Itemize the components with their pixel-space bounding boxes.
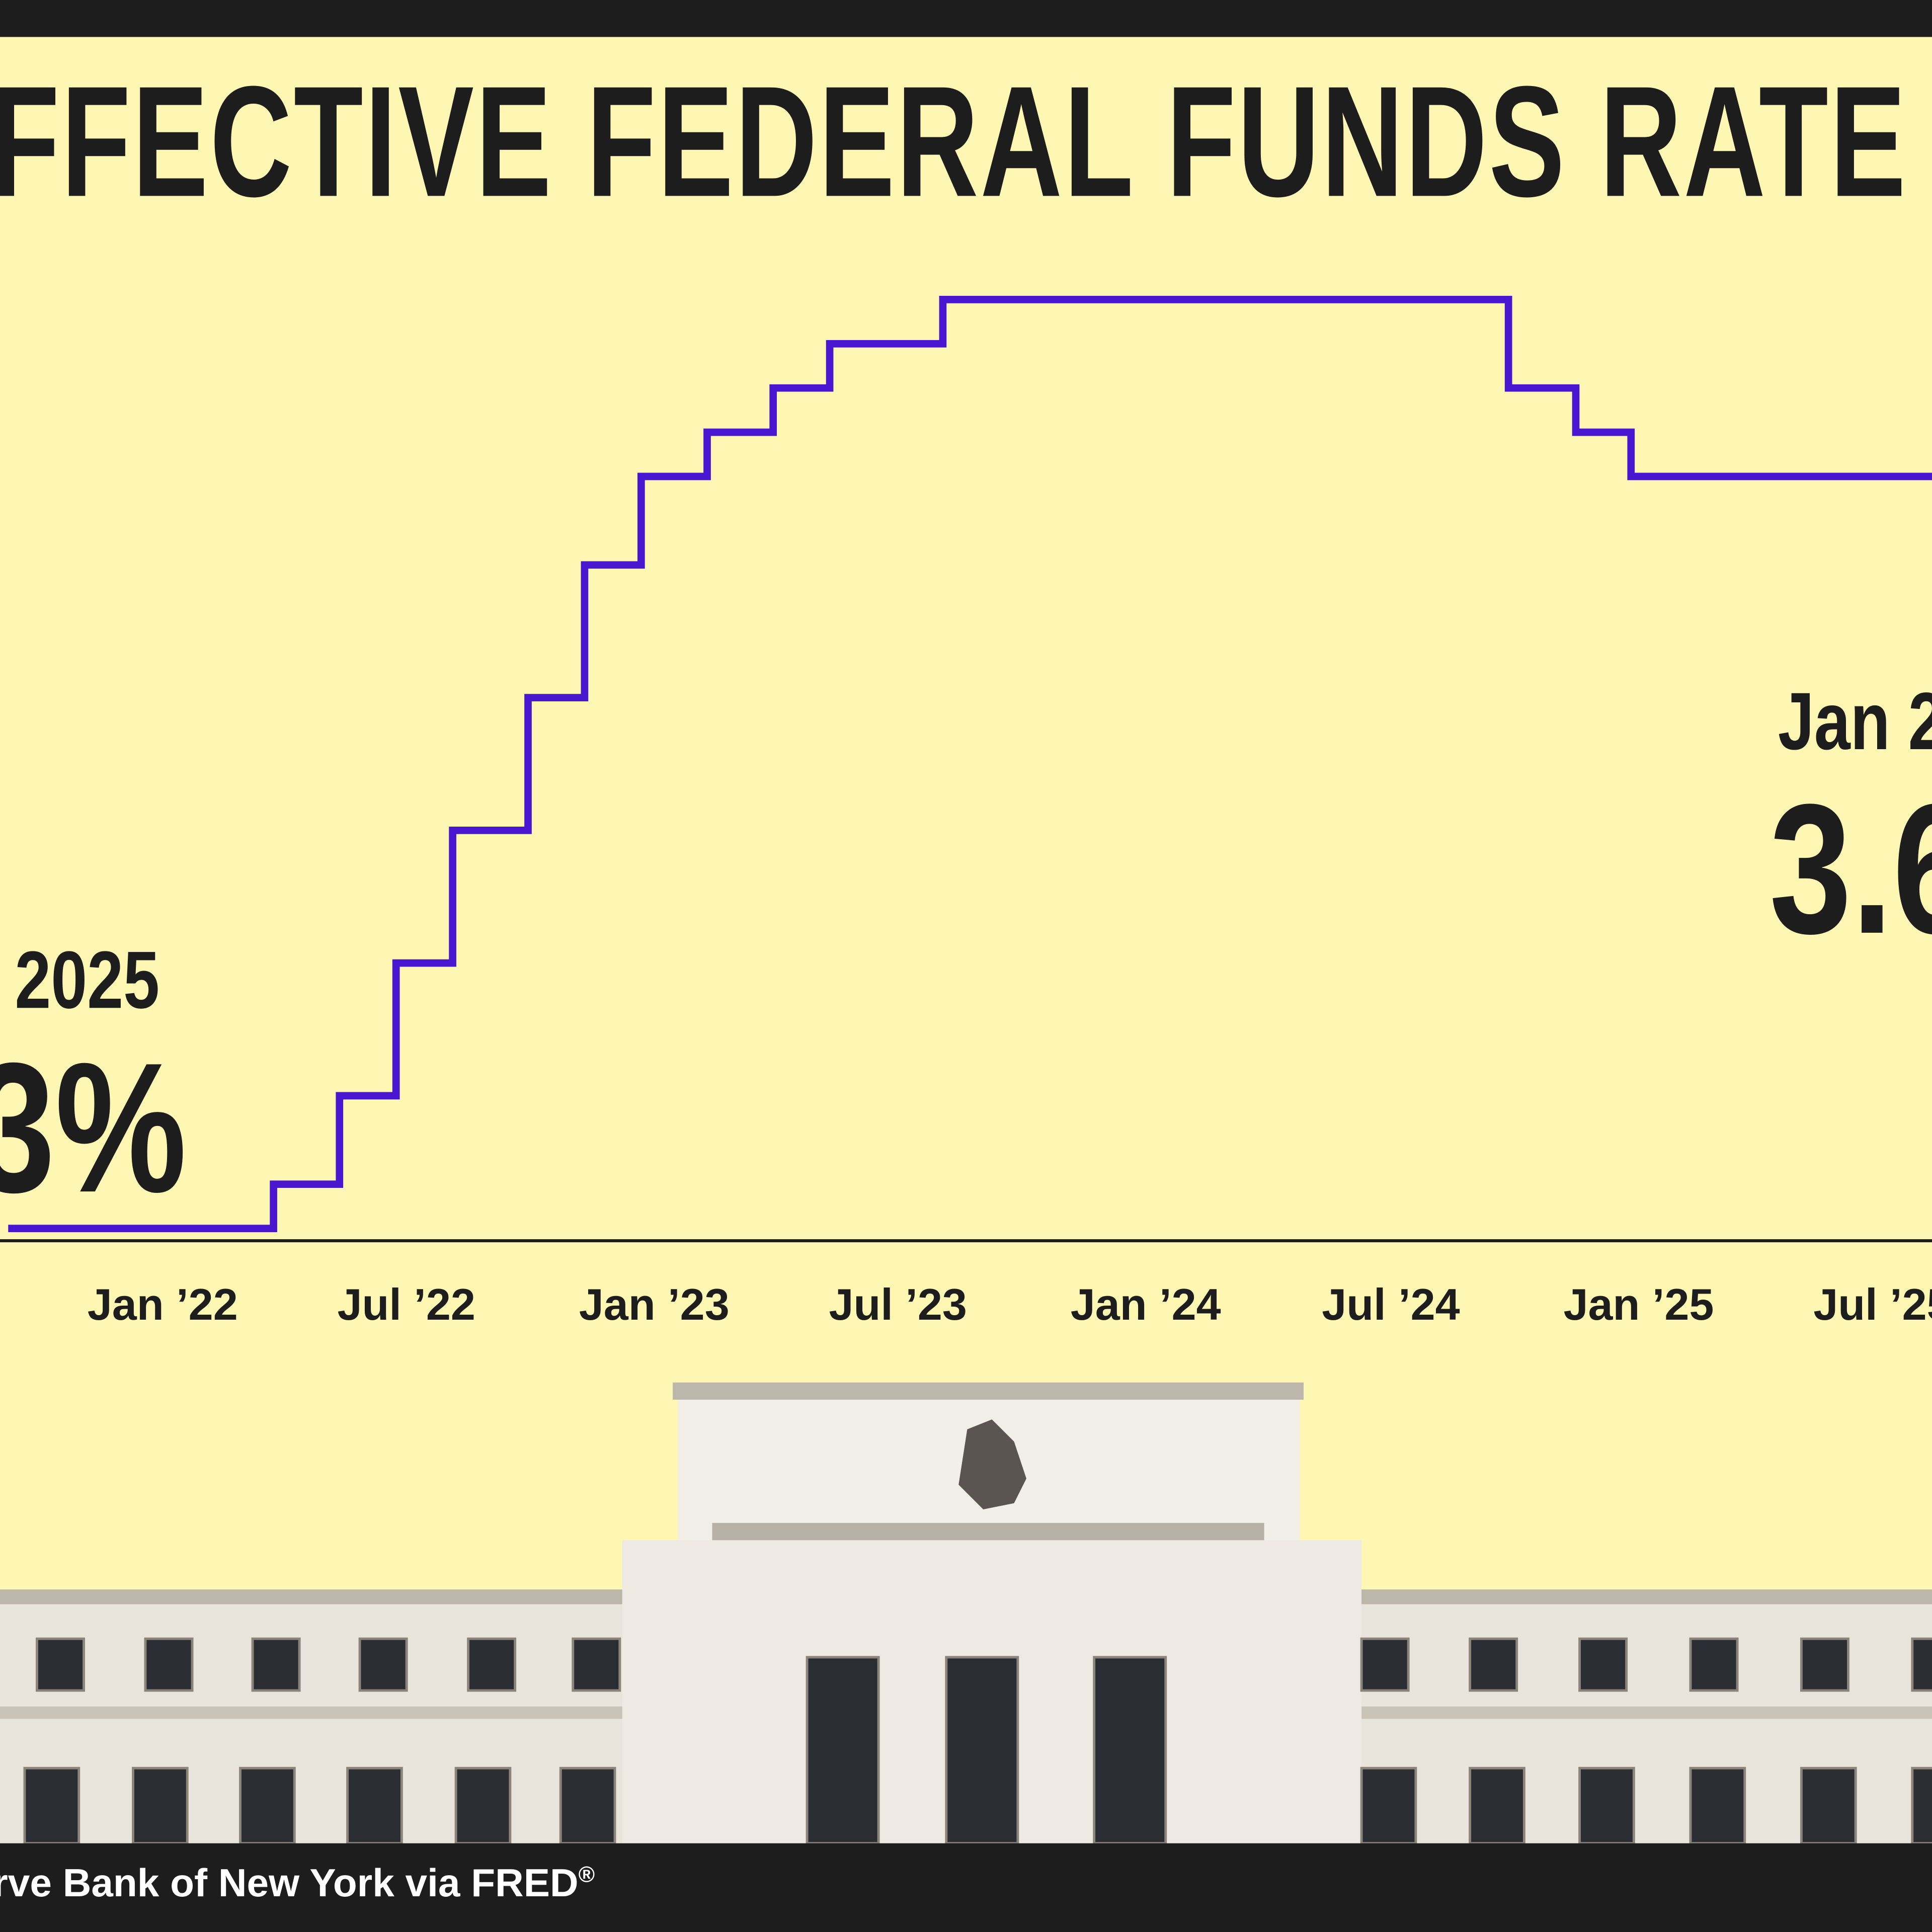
window [358,1637,408,1692]
building-windows [23,1637,1932,1845]
window [806,1656,880,1845]
footer-bar: rve Bank of New York via FRED® [0,1843,1932,1932]
x-tick-label: Jul ’24 [1322,1279,1460,1330]
eagle-sculpture [958,1419,1027,1510]
window [132,1766,189,1845]
right-annotation-value: 3.6 [1769,765,1932,973]
right-annotation-date: Jan 2 [1778,675,1932,767]
window [36,1637,85,1692]
window [1469,1766,1525,1845]
window [346,1766,403,1845]
source-credit: rve Bank of New York via FRED® [0,1861,595,1906]
window [251,1637,301,1692]
window [467,1637,517,1692]
window [559,1766,616,1845]
window [1689,1766,1746,1845]
x-tick-label: Jan ’23 [579,1279,730,1330]
window [1360,1766,1417,1845]
window [144,1637,194,1692]
window [1689,1637,1739,1692]
x-tick-label: Jan ’24 [1070,1279,1221,1330]
window [1578,1637,1628,1692]
chart-title: FFECTIVE FEDERAL FUNDS RATE (% [0,63,1932,221]
window [572,1637,621,1692]
window [23,1766,80,1845]
left-annotation-date: 2025 [15,934,160,1025]
x-tick-label: Jan ’25 [1563,1279,1714,1330]
window [1578,1766,1635,1845]
window [1093,1656,1167,1845]
x-tick-label: Jul ’23 [829,1279,967,1330]
x-tick-label: Jul ’22 [337,1279,475,1330]
series-line-effr [8,296,1932,1232]
window [239,1766,296,1845]
building-attic-cornice [673,1382,1304,1400]
building-illustration [0,1382,1932,1845]
x-tick-label: Jul ’25 [1813,1279,1932,1330]
left-annotation-value: 3% [0,1024,187,1231]
window [1360,1637,1410,1692]
source-text: rve Bank of New York via FRED [0,1860,579,1905]
window [1800,1766,1857,1845]
portico-cornice [712,1522,1264,1541]
x-tick-label: Jan ’22 [87,1279,238,1330]
window [1911,1766,1932,1845]
title-text: FFECTIVE FEDERAL FUNDS RATE [0,54,1932,230]
window [1800,1637,1849,1692]
top-bar [0,0,1932,37]
window [1469,1637,1518,1692]
window [945,1656,1019,1845]
window [454,1766,512,1845]
registered-mark: ® [578,1862,595,1887]
window [1911,1637,1932,1692]
